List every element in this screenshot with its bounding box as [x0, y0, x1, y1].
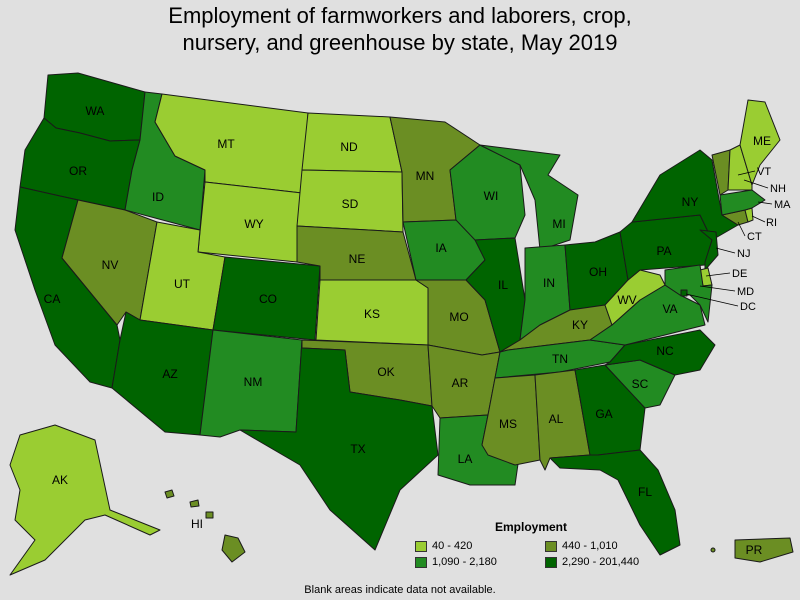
state-me[interactable]	[739, 99, 781, 186]
state-label-ct: CT	[747, 231, 762, 243]
state-label-la: LA	[458, 452, 473, 466]
state-pr-islet	[710, 547, 716, 553]
state-label-mt: MT	[217, 137, 235, 151]
state-label-vt: VT	[757, 166, 771, 178]
legend-item-3: 1,090 - 2,180	[415, 556, 545, 568]
state-fl[interactable]	[549, 449, 681, 556]
state-co[interactable]	[212, 256, 321, 341]
state-mi[interactable]	[479, 144, 579, 251]
state-label-nj: NJ	[737, 248, 750, 260]
state-label-pa: PA	[656, 244, 671, 258]
state-label-in: IN	[543, 276, 555, 290]
state-nc[interactable]	[604, 329, 716, 376]
state-label-ri: RI	[766, 217, 777, 229]
state-tx[interactable]	[239, 339, 439, 551]
legend-swatch-2	[545, 540, 557, 552]
legend-label-4: 2,290 - 201,440	[562, 556, 640, 568]
state-label-az: AZ	[162, 367, 177, 381]
state-label-md: MD	[737, 286, 754, 298]
state-label-ia: IA	[435, 241, 446, 255]
state-label-pr: PR	[746, 543, 763, 557]
legend-item-2: 440 - 1,010	[545, 540, 685, 552]
callout-leaders	[685, 170, 773, 307]
state-hi[interactable]	[164, 489, 246, 563]
footnote: Blank areas indicate data not available.	[304, 584, 496, 596]
state-label-va: VA	[662, 302, 677, 316]
state-label-co: CO	[259, 292, 277, 306]
state-label-ma: MA	[774, 199, 791, 211]
legend-swatch-1	[415, 540, 427, 552]
state-label-dc: DC	[740, 301, 756, 313]
state-label-fl: FL	[638, 485, 652, 499]
state-label-ar: AR	[452, 376, 469, 390]
state-label-mo: MO	[449, 310, 468, 324]
state-label-ak: AK	[52, 473, 68, 487]
state-label-wv: WV	[617, 293, 636, 307]
legend-title: Employment	[495, 520, 568, 534]
state-label-tn: TN	[552, 352, 568, 366]
state-label-sc: SC	[632, 377, 649, 391]
state-label-wa: WA	[86, 104, 105, 118]
state-label-oh: OH	[589, 265, 607, 279]
legend-swatch-3	[415, 556, 427, 568]
state-label-tx: TX	[350, 442, 365, 456]
legend: Employment 40 - 420 440 - 1,010 1,090 - …	[415, 520, 685, 568]
state-label-nd: ND	[340, 140, 358, 154]
state-nh[interactable]	[727, 144, 753, 191]
state-label-de: DE	[732, 268, 747, 280]
state-label-ks: KS	[364, 307, 380, 321]
state-label-sd: SD	[342, 197, 359, 211]
legend-grid: 40 - 420 440 - 1,010 1,090 - 2,180 2,290…	[415, 540, 685, 568]
legend-label-3: 1,090 - 2,180	[432, 556, 497, 568]
state-label-ca: CA	[44, 292, 61, 306]
state-label-nc: NC	[656, 344, 674, 358]
state-label-wi: WI	[484, 189, 499, 203]
state-label-nm: NM	[244, 375, 263, 389]
state-label-nh: NH	[770, 183, 786, 195]
title-line-2: nursery, and greenhouse by state, May 20…	[182, 30, 618, 55]
state-dc[interactable]	[680, 289, 688, 297]
state-md[interactable]	[664, 264, 713, 323]
state-label-mn: MN	[416, 169, 435, 183]
state-label-al: AL	[549, 412, 564, 426]
legend-label-1: 40 - 420	[432, 540, 473, 552]
legend-item-1: 40 - 420	[415, 540, 545, 552]
legend-swatch-4	[545, 556, 557, 568]
map-title: Employment of farmworkers and laborers, …	[0, 2, 800, 56]
state-label-ga: GA	[595, 407, 612, 421]
state-ak[interactable]	[9, 424, 161, 576]
legend-item-4: 2,290 - 201,440	[545, 556, 685, 568]
state-label-or: OR	[69, 164, 87, 178]
state-label-hi: HI	[191, 517, 203, 531]
state-label-wy: WY	[244, 217, 263, 231]
legend-label-2: 440 - 1,010	[562, 540, 618, 552]
state-label-id: ID	[152, 190, 164, 204]
state-label-ok: OK	[377, 365, 394, 379]
state-label-me: ME	[753, 134, 771, 148]
state-label-il: IL	[498, 278, 508, 292]
state-label-mi: MI	[552, 217, 565, 231]
state-label-ne: NE	[349, 252, 366, 266]
state-label-ky: KY	[572, 318, 588, 332]
state-labels: WA OR CA ID NV MT WY UT AZ CO NM ND SD N…	[44, 104, 791, 557]
state-label-ny: NY	[682, 195, 699, 209]
state-pr[interactable]	[734, 537, 794, 563]
title-line-1: Employment of farmworkers and laborers, …	[168, 3, 632, 28]
state-label-ms: MS	[499, 417, 517, 431]
state-label-nv: NV	[102, 258, 119, 272]
state-label-ut: UT	[174, 277, 191, 291]
